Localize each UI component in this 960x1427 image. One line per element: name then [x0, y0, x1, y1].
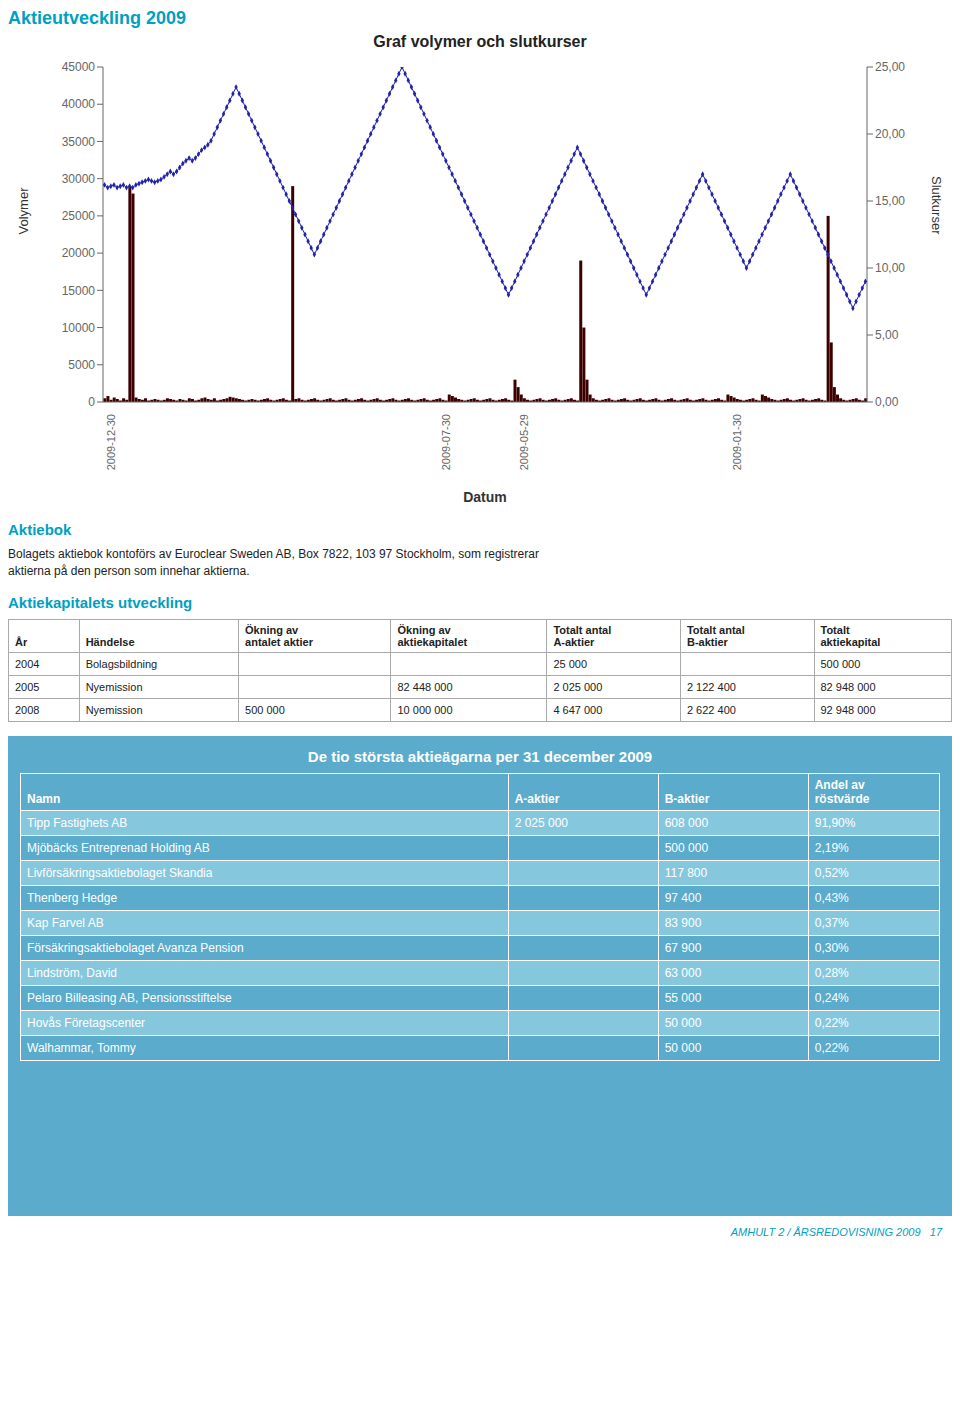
- html-text:2008: 2008: [15, 703, 40, 716]
- html-text:91,90%: 91,90%: [814, 815, 856, 830]
- html-text:Tipp Fastighets AB: Tipp Fastighets AB: [27, 815, 128, 830]
- html-text:Bolagets aktiebok kontoförs av: Bolagets aktiebok kontoförs av Euroclear…: [8, 547, 539, 578]
- svg-text:Slutkurser: Slutkurser: [929, 176, 944, 235]
- svg-text:20000: 20000: [62, 246, 96, 260]
- html-text:Ökning av antalet aktier: Ökning av antalet aktier: [245, 623, 313, 648]
- svg-text:2009-01-30: 2009-01-30: [731, 414, 743, 470]
- html-text:Mjöbäcks Entreprenad Holding A: Mjöbäcks Entreprenad Holding AB: [27, 840, 210, 855]
- html-text:Totalt aktiekapital: Totalt aktiekapital: [820, 623, 881, 648]
- svg-text:2009-12-30: 2009-12-30: [105, 414, 117, 470]
- html-text:AMHULT 2 / ÅRSREDOVISNING 2009: AMHULT 2 / ÅRSREDOVISNING 2009 17: [730, 1225, 942, 1238]
- svg-text:25,00: 25,00: [875, 60, 905, 74]
- svg-text:10,00: 10,00: [875, 261, 905, 275]
- html-text:2 122 400: 2 122 400: [686, 680, 736, 693]
- html-text:Totalt antal B-aktier: Totalt antal B-aktier: [686, 623, 745, 648]
- html-text:Livförsäkringsaktiebolaget Ska: Livförsäkringsaktiebolaget Skandia: [27, 865, 213, 880]
- svg-text:0: 0: [88, 395, 95, 409]
- html-text:2 025 000: 2 025 000: [553, 680, 603, 693]
- html-text:2 025 000: 2 025 000: [514, 815, 568, 830]
- html-text:2004: 2004: [15, 657, 40, 670]
- html-text:B-aktier: B-aktier: [664, 791, 710, 806]
- html-text:Nyemission: Nyemission: [85, 680, 143, 693]
- svg-text:0,00: 0,00: [875, 395, 899, 409]
- html-text:Försäkringsaktiebolaget Avanza: Försäkringsaktiebolaget Avanza Pension: [27, 940, 244, 955]
- html-text:Aktieutveckling 2009: Aktieutveckling 2009: [8, 8, 187, 28]
- html-text:82 948 000: 82 948 000: [820, 680, 876, 693]
- html-text:Aktiebok: Aktiebok: [8, 521, 72, 538]
- html-text:117 800: 117 800: [664, 865, 708, 880]
- html-text:Pelaro Billeasing AB, Pensions: Pelaro Billeasing AB, Pensionsstiftelse: [27, 990, 232, 1005]
- html-text:50 000: 50 000: [664, 1040, 702, 1055]
- html-text:500 000: 500 000: [245, 703, 285, 716]
- svg-text:Datum: Datum: [463, 489, 507, 505]
- svg-text:2009-07-30: 2009-07-30: [440, 414, 452, 470]
- html-text:Ökning av aktiekapitalet: Ökning av aktiekapitalet: [397, 623, 468, 648]
- svg-text:10000: 10000: [62, 321, 96, 335]
- html-text:A-aktier: A-aktier: [514, 791, 560, 806]
- html-text:500 000: 500 000: [664, 840, 709, 855]
- html-text:10 000 000: 10 000 000: [397, 703, 453, 716]
- html-text:67 900: 67 900: [664, 940, 702, 955]
- html-text:Hovås Företagscenter: Hovås Företagscenter: [27, 1015, 146, 1030]
- html-text:0,28%: 0,28%: [814, 965, 849, 980]
- html-text:0,52%: 0,52%: [814, 865, 849, 880]
- html-text:97 400: 97 400: [664, 890, 702, 905]
- html-text:92 948 000: 92 948 000: [820, 703, 876, 716]
- svg-text:45000: 45000: [62, 60, 96, 74]
- html-text:0,43%: 0,43%: [814, 890, 849, 905]
- svg-text:5,00: 5,00: [875, 328, 899, 342]
- html-text:500 000: 500 000: [820, 657, 861, 670]
- html-text:2 622 400: 2 622 400: [686, 703, 736, 716]
- svg-text:5000: 5000: [68, 358, 95, 372]
- html-text:Kap Farvel AB: Kap Farvel AB: [27, 915, 104, 930]
- html-text:Nyemission: Nyemission: [85, 703, 143, 716]
- html-text:63 000: 63 000: [664, 965, 702, 980]
- html-text:83 900: 83 900: [664, 915, 702, 930]
- svg-text:20,00: 20,00: [875, 127, 905, 141]
- html-text:År: År: [15, 635, 28, 648]
- html-text:0,24%: 0,24%: [814, 990, 849, 1005]
- html-text:De tio största aktieägarna per: De tio största aktieägarna per 31 decemb…: [307, 747, 653, 765]
- html-text:Bolagsbildning: Bolagsbildning: [85, 657, 158, 670]
- svg-text:30000: 30000: [62, 172, 96, 186]
- html-text:Walhammar, Tommy: Walhammar, Tommy: [27, 1040, 136, 1055]
- html-text:0,37%: 0,37%: [814, 915, 849, 930]
- html-text:2,19%: 2,19%: [814, 840, 849, 855]
- html-text:0,30%: 0,30%: [814, 940, 849, 955]
- html-text:Namn: Namn: [27, 791, 61, 806]
- html-text:4 647 000: 4 647 000: [553, 703, 603, 716]
- svg-text:40000: 40000: [62, 97, 96, 111]
- html-text:2005: 2005: [15, 680, 40, 693]
- svg-text:15,00: 15,00: [875, 194, 905, 208]
- svg-text:35000: 35000: [62, 135, 96, 149]
- svg-text:15000: 15000: [62, 284, 96, 298]
- svg-text:25000: 25000: [62, 209, 96, 223]
- svg-text:2009-05-29: 2009-05-29: [518, 414, 530, 470]
- html-text:0,22%: 0,22%: [814, 1015, 849, 1030]
- html-text:Totalt antal A-aktier: Totalt antal A-aktier: [553, 623, 612, 648]
- html-text:Händelse: Händelse: [85, 635, 135, 648]
- html-text:0,22%: 0,22%: [814, 1040, 849, 1055]
- html-text:Thenberg Hedge: Thenberg Hedge: [27, 890, 118, 905]
- svg-text:Volymer: Volymer: [16, 187, 31, 235]
- html-text:50 000: 50 000: [664, 1015, 702, 1030]
- html-text:Lindström, David: Lindström, David: [27, 965, 117, 980]
- html-text:Aktiekapitalets utveckling: Aktiekapitalets utveckling: [8, 593, 193, 611]
- html-text:82 448 000: 82 448 000: [397, 680, 453, 693]
- html-text:Graf volymer och slutkurser: Graf volymer och slutkurser: [373, 33, 587, 50]
- html-text:25 000: 25 000: [553, 657, 587, 670]
- html-text:608 000: 608 000: [664, 815, 709, 830]
- html-text:55 000: 55 000: [664, 990, 702, 1005]
- html-text:Andel av röstvärde: Andel av röstvärde: [814, 777, 870, 806]
